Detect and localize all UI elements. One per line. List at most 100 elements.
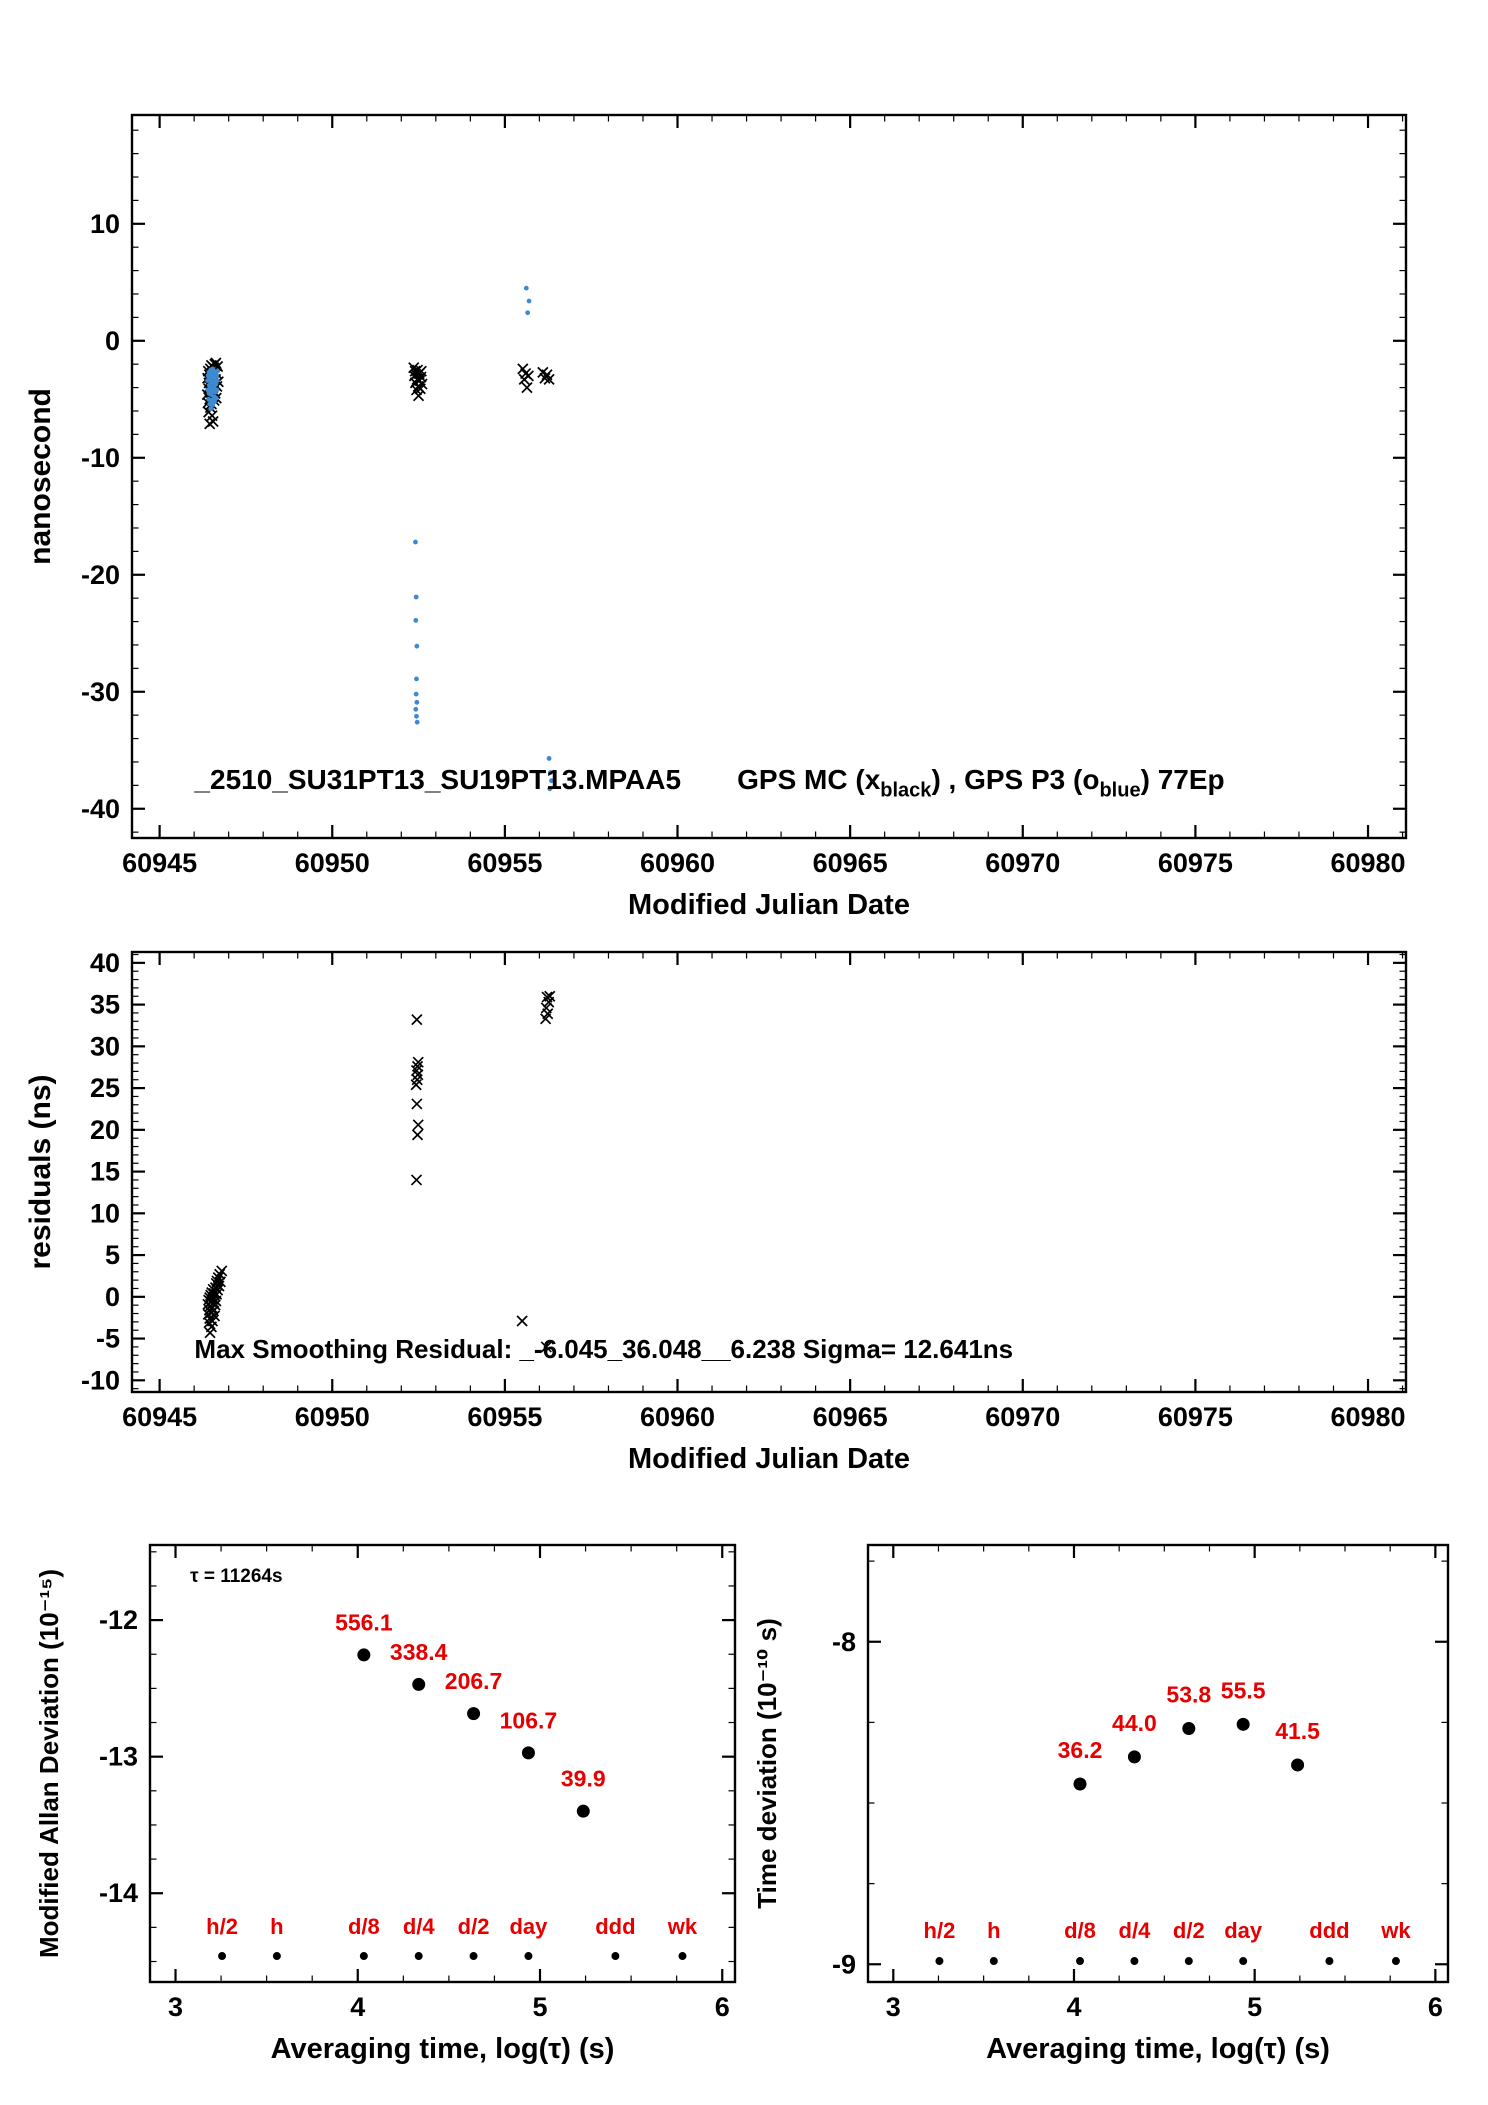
data-point	[543, 373, 555, 385]
data-point	[524, 1952, 533, 1961]
data-point	[989, 1957, 998, 1966]
point-value-label: d/4	[1119, 1918, 1152, 1943]
point-value-label: ddd	[1309, 1918, 1349, 1943]
data-point	[1236, 1717, 1250, 1731]
x-tick-label: 60980	[1330, 848, 1405, 878]
x-axis-title: Modified Julian Date	[628, 1443, 910, 1475]
data-point	[521, 1746, 535, 1760]
data-point	[214, 378, 220, 383]
data-point	[209, 1299, 221, 1311]
data-point	[218, 1952, 227, 1961]
y-tick-label: -12	[99, 1605, 138, 1635]
x-tick-label: 6	[1428, 1992, 1443, 2022]
y-tick-label: -8	[832, 1627, 856, 1657]
plot-frame	[130, 950, 1408, 1394]
data-point	[469, 1952, 478, 1961]
point-value-label: ddd	[595, 1914, 635, 1939]
data-point	[206, 410, 218, 422]
y-tick-label: 25	[90, 1073, 120, 1103]
data-point	[414, 643, 420, 649]
data-point	[414, 699, 420, 705]
x-tick-label: 5	[532, 1992, 547, 2022]
y-tick-label: -5	[96, 1324, 120, 1354]
x-axis-title: Averaging time, log(τ) (s)	[986, 2033, 1330, 2065]
data-point	[1076, 1957, 1085, 1966]
data-point	[215, 368, 221, 374]
data-point	[413, 706, 419, 712]
data-point	[516, 1315, 528, 1327]
data-point	[548, 770, 553, 775]
y-tick-label: 20	[90, 1115, 120, 1145]
data-point	[216, 1265, 228, 1277]
data-point	[214, 1276, 226, 1288]
data-point	[1391, 1957, 1400, 1966]
point-value-label: day	[509, 1914, 548, 1939]
residual-summary: Max Smoothing Residual: _-6.045_36.048__…	[194, 1334, 1013, 1364]
data-point	[549, 778, 554, 784]
x-tick-label: 60950	[295, 1402, 370, 1432]
y-axis-title: Modified Allan Deviation (10⁻¹⁵)	[34, 1569, 64, 1958]
x-tick-label: 60950	[295, 848, 370, 878]
y-tick-label: -13	[99, 1742, 138, 1772]
point-value-label: 338.4	[390, 1639, 448, 1665]
panel-residuals: 60945 60950 60955 60960 60965 60970 60975 60980…	[24, 948, 1408, 1475]
y-tick-label: -10	[81, 1365, 120, 1395]
data-point	[416, 378, 428, 390]
data-point	[214, 373, 219, 379]
point-value-label: h/2	[924, 1918, 956, 1943]
point-value-label: d/8	[348, 1914, 380, 1939]
data-point	[521, 381, 533, 394]
tau-annotation: τ = 11264s	[190, 1566, 282, 1587]
x-tick-label: 3	[886, 1992, 901, 2022]
data-point	[1127, 1750, 1141, 1764]
data-point	[411, 1014, 423, 1026]
point-value-label: h/2	[206, 1914, 238, 1939]
data-point	[541, 369, 553, 381]
data-point	[359, 1952, 368, 1961]
y-tick-label: -20	[81, 560, 120, 590]
data-point	[547, 786, 553, 792]
point-value-label: 39.9	[561, 1766, 606, 1792]
panel-modified-allan-deviation: 3 4 5 6 -12 -13 -14 Averaging time, log(τ) (s) M…	[34, 1543, 737, 2065]
data-point	[414, 719, 420, 725]
series-legend: GPS MC (xblack) , GPS P3 (oblue) 77Ep	[737, 764, 1224, 802]
panel-gps-time-series: 60945 60950 60955 60960 60965 60970 60975 60980…	[24, 113, 1408, 921]
series-gps-mc	[201, 357, 555, 430]
data-point	[1291, 1758, 1305, 1772]
data-point	[935, 1957, 944, 1966]
y-tick-label: 0	[105, 1282, 120, 1312]
point-value-label: 55.5	[1221, 1678, 1266, 1704]
x-tick-label: 60960	[640, 848, 715, 878]
series-gps-p3	[205, 285, 554, 792]
data-point	[414, 713, 419, 719]
data-point	[678, 1952, 687, 1961]
data-point	[410, 1174, 423, 1186]
data-point	[411, 364, 424, 376]
x-tick-label: 4	[1066, 1992, 1081, 2022]
data-point	[413, 594, 419, 600]
point-value-label: d/8	[1064, 1918, 1096, 1943]
point-value-label: 106.7	[500, 1707, 558, 1733]
data-point	[1073, 1777, 1087, 1791]
data-point	[526, 298, 532, 304]
y-tick-label: 0	[105, 326, 120, 356]
point-value-label: h	[270, 1914, 283, 1939]
point-value-label: d/2	[458, 1914, 490, 1939]
x-tick-label: 60975	[1158, 1402, 1233, 1432]
y-tick-label: 35	[90, 990, 120, 1020]
y-tick-label: 40	[90, 948, 120, 978]
data-point	[537, 366, 549, 378]
y-tick-label: -10	[81, 443, 120, 473]
point-value-label: d/4	[403, 1914, 436, 1939]
data-point	[522, 370, 534, 382]
data-point	[541, 991, 553, 1003]
point-value-label: 41.5	[1275, 1718, 1320, 1744]
y-tick-label: 10	[90, 209, 120, 239]
data-point	[1239, 1957, 1248, 1966]
data-point	[1130, 1957, 1139, 1966]
plot-frame	[130, 113, 1408, 840]
x-tick-label: 6	[715, 1992, 730, 2022]
point-value-label: 206.7	[445, 1668, 503, 1694]
y-tick-label: 5	[105, 1240, 120, 1270]
